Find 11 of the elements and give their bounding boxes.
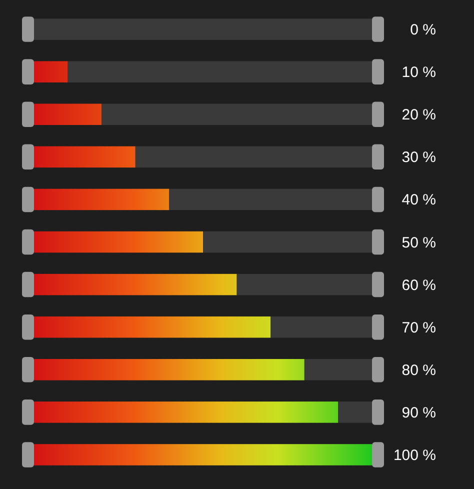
y-tick-label: 0 % bbox=[410, 22, 436, 39]
y-tick-label: 80 % bbox=[402, 362, 436, 379]
y-tick-label: 40 % bbox=[402, 192, 436, 209]
y-tick-label: 60 % bbox=[402, 276, 436, 294]
y-tick-label: 90 % bbox=[402, 404, 436, 422]
y-tick-label: 30 % bbox=[402, 149, 436, 166]
y-tick-label: 70 % bbox=[402, 319, 436, 336]
y-tick-label: 100 % bbox=[393, 446, 436, 464]
y-tick-label: 10 % bbox=[402, 64, 436, 82]
y-tick-label: 50 % bbox=[402, 234, 436, 252]
y-tick-label: 20 % bbox=[402, 106, 436, 124]
